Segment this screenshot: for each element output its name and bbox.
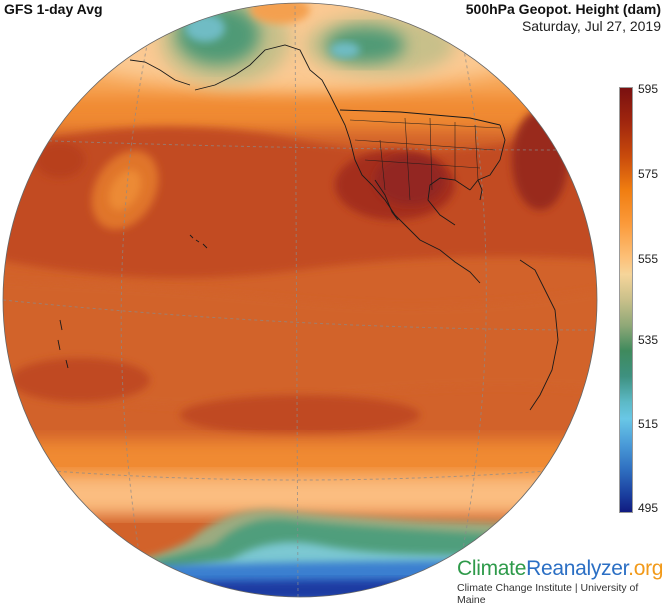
brand-part-climate: Climate <box>457 557 527 580</box>
globe-map <box>2 2 598 598</box>
colorbar <box>619 87 633 513</box>
colorbar-tick: 535 <box>638 333 659 347</box>
brand-part-reanalyzer: Reanalyzer <box>526 557 629 580</box>
colorbar-tick: 575 <box>638 167 659 181</box>
model-label: GFS 1-day Avg <box>4 1 103 17</box>
colorbar-tick: 515 <box>638 417 659 431</box>
brand-subtitle: Climate Change Institute | University of… <box>457 582 639 606</box>
date-label: Saturday, Jul 27, 2019 <box>521 18 661 34</box>
brand-logo[interactable]: ClimateReanalyzer.org <box>457 557 663 581</box>
colorbar-tick: 595 <box>638 82 659 96</box>
colorbar-tick: 495 <box>638 501 659 515</box>
variable-label: 500hPa Geopot. Height (dam) <box>465 1 661 17</box>
coastlines <box>57 44 559 573</box>
colorbar-tick: 555 <box>638 252 659 266</box>
brand-part-org: .org <box>628 557 664 580</box>
